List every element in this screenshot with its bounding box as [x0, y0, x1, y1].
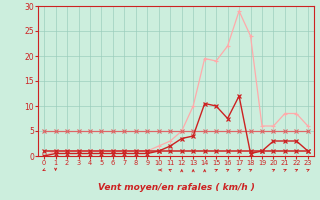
X-axis label: Vent moyen/en rafales ( km/h ): Vent moyen/en rafales ( km/h )	[98, 183, 254, 192]
